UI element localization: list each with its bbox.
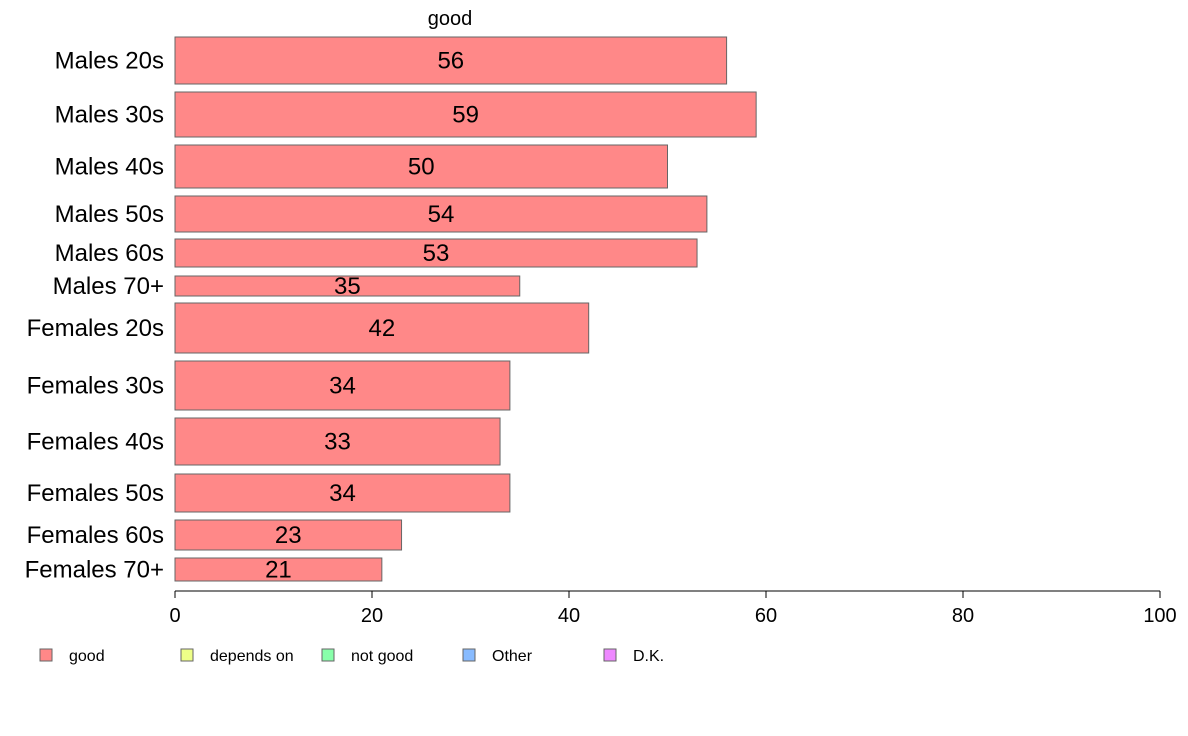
legend: good depends on not good Other D.K.	[39, 648, 664, 665]
category-label: Males 50s	[55, 201, 164, 228]
legend-label: not good	[351, 648, 413, 665]
legend-swatch	[462, 648, 476, 662]
legend-item: D.K.	[603, 648, 664, 665]
legend-label: depends on	[210, 648, 294, 665]
x-tick-label: 0	[169, 605, 180, 627]
legend-label: Other	[492, 648, 533, 665]
x-tick-label: 100	[1143, 605, 1176, 627]
category-label: Females 60s	[27, 522, 164, 549]
legend-swatch	[180, 648, 194, 662]
category-label: Males 20s	[55, 48, 164, 75]
legend-item: good	[39, 648, 105, 665]
bar	[174, 473, 511, 513]
bar	[174, 302, 590, 354]
bar-value-label: 50	[408, 154, 435, 181]
x-axis: 0 20 40 60 80 100	[169, 590, 1177, 627]
bar-value-label: 33	[324, 429, 351, 456]
chart-title: good	[428, 8, 473, 30]
bar-value-label: 42	[368, 315, 395, 342]
category-label: Females 50s	[27, 480, 164, 507]
bar-value-label: 56	[437, 48, 464, 75]
category-label: Males 60s	[55, 240, 164, 267]
bar-value-label: 35	[334, 273, 361, 300]
legend-label: good	[69, 648, 105, 665]
bar	[174, 238, 698, 268]
category-label: Females 30s	[27, 373, 164, 400]
bar	[174, 557, 383, 582]
legend-item: depends on	[180, 648, 294, 665]
category-label: Males 40s	[55, 154, 164, 181]
category-label: Males 30s	[55, 102, 164, 129]
category-label: Females 20s	[27, 315, 164, 342]
x-tick-label: 80	[952, 605, 974, 627]
bar	[174, 144, 668, 189]
bar	[174, 91, 757, 138]
legend-item: not good	[321, 648, 413, 665]
legend-swatch	[39, 648, 53, 662]
legend-swatch	[603, 648, 617, 662]
x-tick-label: 20	[361, 605, 383, 627]
bar	[174, 519, 403, 551]
bar-value-label: 21	[265, 557, 292, 584]
x-tick-label: 40	[558, 605, 580, 627]
bar-value-label: 34	[329, 480, 356, 507]
bar	[174, 275, 521, 297]
bar	[174, 36, 728, 85]
category-label: Females 70+	[25, 557, 164, 584]
bar-value-label: 23	[275, 522, 302, 549]
bar-value-label: 54	[428, 201, 455, 228]
legend-item: Other	[462, 648, 533, 665]
bar-value-label: 53	[423, 240, 450, 267]
legend-label: D.K.	[633, 648, 664, 665]
category-label: Females 40s	[27, 429, 164, 456]
bar-value-label: 34	[329, 373, 356, 400]
bar	[174, 195, 708, 233]
category-label: Males 70+	[53, 273, 164, 300]
x-tick-label: 60	[755, 605, 777, 627]
legend-swatch	[321, 648, 335, 662]
bar-value-label: 59	[452, 102, 479, 129]
bar	[174, 417, 501, 466]
bars-group: Males 20s 56 Males 30s 59 Males 40s 50 Males 5…	[25, 36, 757, 584]
bar	[174, 360, 511, 411]
